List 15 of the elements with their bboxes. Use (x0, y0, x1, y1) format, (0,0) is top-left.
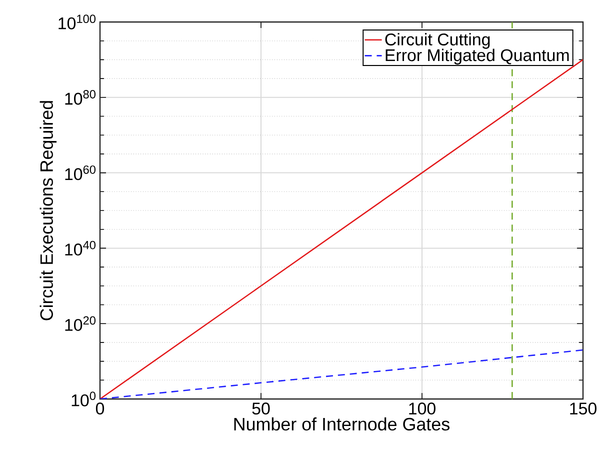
x-axis-title: Number of Internode Gates (234, 417, 450, 431)
x-tick-label: 150 (570, 402, 596, 415)
y-tick-label: 10$^{100}$ (58, 14, 96, 30)
line-series (100, 349, 584, 399)
x-tick-label: 50 (252, 402, 270, 415)
y-tick-label: 10$^{20}$ (65, 316, 96, 331)
y-tick-label: 10$^{60}$ (65, 165, 96, 180)
y-tick-label: 10$^{80}$ (65, 90, 96, 105)
legend-label: Error Mitigated Quantum (386, 48, 569, 65)
legend-label: Circuit Cutting (385, 33, 490, 49)
y-tick-label: 10$^{0}$ (72, 392, 96, 406)
y-axis-title: Circuit Executions Required (40, 101, 57, 320)
x-tick-label: 100 (409, 402, 436, 415)
x-tick-label: 0 (96, 402, 104, 415)
y-tick-label: 10$^{40}$ (65, 240, 96, 256)
